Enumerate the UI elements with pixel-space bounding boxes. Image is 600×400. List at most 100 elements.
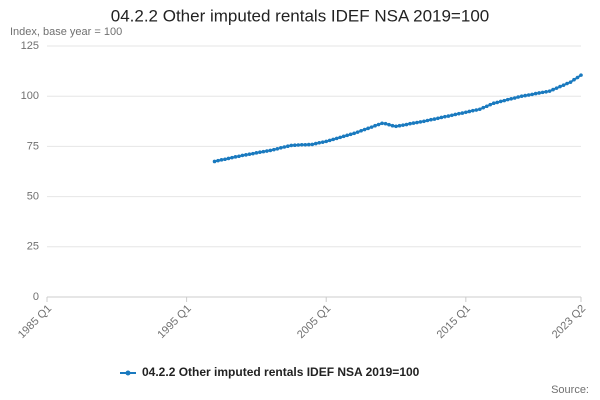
point	[533, 91, 538, 96]
point	[223, 157, 227, 162]
point	[272, 147, 276, 152]
point	[380, 121, 384, 126]
point	[509, 97, 513, 101]
point	[237, 154, 241, 159]
point	[303, 142, 308, 147]
point	[512, 96, 517, 100]
point	[471, 108, 475, 113]
point	[369, 125, 374, 129]
x-tick-label: 1985 Q1	[16, 303, 54, 341]
y-tick-label: 75	[27, 140, 39, 152]
point	[299, 142, 304, 147]
point	[418, 120, 423, 124]
point	[397, 123, 402, 128]
point	[516, 95, 520, 99]
point	[387, 122, 391, 127]
point	[338, 135, 342, 140]
point	[453, 112, 458, 117]
point	[352, 131, 356, 136]
point	[439, 115, 444, 120]
point	[313, 141, 318, 146]
point	[495, 100, 500, 105]
point	[383, 121, 388, 126]
point	[362, 127, 367, 132]
point	[491, 101, 496, 106]
point	[498, 99, 503, 104]
point	[477, 107, 482, 112]
point	[481, 105, 486, 110]
point	[443, 114, 447, 119]
legend-marker	[125, 370, 131, 376]
point	[254, 151, 259, 155]
point	[279, 146, 283, 150]
point	[376, 122, 381, 127]
point	[422, 119, 426, 124]
line	[214, 74, 582, 163]
point	[568, 80, 573, 84]
point	[404, 122, 409, 127]
point	[502, 98, 507, 103]
point	[324, 139, 329, 144]
point	[446, 114, 451, 118]
point	[488, 102, 493, 107]
source: Source:	[551, 384, 589, 396]
point	[233, 155, 238, 159]
point	[401, 123, 405, 127]
point	[251, 151, 255, 156]
point	[547, 89, 552, 93]
point	[334, 136, 339, 141]
point	[575, 75, 580, 80]
y-tick-label: 0	[33, 291, 39, 303]
point	[293, 143, 297, 147]
point	[268, 148, 273, 153]
point	[554, 86, 559, 90]
point	[219, 158, 224, 162]
point	[436, 116, 440, 121]
point	[310, 142, 315, 147]
point	[526, 93, 531, 97]
point	[366, 126, 370, 131]
y-tick-label: 50	[27, 191, 39, 203]
y-tick-label: 125	[21, 40, 39, 52]
point	[296, 143, 301, 147]
point	[390, 123, 395, 128]
point	[258, 150, 262, 155]
point	[411, 121, 416, 125]
point	[484, 104, 489, 109]
point	[530, 92, 534, 97]
point	[306, 142, 311, 147]
point	[327, 138, 332, 143]
point	[226, 156, 231, 161]
point	[247, 152, 252, 157]
point	[275, 147, 280, 151]
point	[394, 124, 398, 129]
point	[261, 149, 266, 154]
point	[561, 83, 566, 87]
point	[244, 153, 248, 157]
point	[240, 153, 245, 158]
point	[519, 94, 524, 98]
legend-label: 04.2.2 Other imputed rentals IDEF NSA 20…	[142, 365, 420, 379]
point	[408, 121, 412, 126]
x-tick-label: 1995 Q1	[155, 303, 193, 341]
point	[450, 113, 454, 118]
point	[565, 81, 569, 86]
point	[425, 118, 430, 123]
point	[544, 89, 548, 94]
chart-title: 04.2.2 Other imputed rentals IDEF NSA 20…	[111, 6, 489, 25]
point	[579, 73, 583, 77]
x-tick-label: 2023 Q2	[550, 303, 588, 341]
point	[317, 140, 322, 145]
point	[523, 93, 527, 98]
point	[572, 77, 576, 82]
y-tick-label: 25	[27, 241, 39, 253]
point	[464, 110, 468, 115]
point	[359, 128, 363, 133]
x-tick-label: 2005 Q1	[295, 303, 333, 341]
point	[373, 123, 377, 128]
x-tick-label: 2015 Q1	[435, 303, 473, 341]
point	[540, 90, 545, 95]
point	[345, 133, 349, 138]
point	[212, 159, 217, 164]
